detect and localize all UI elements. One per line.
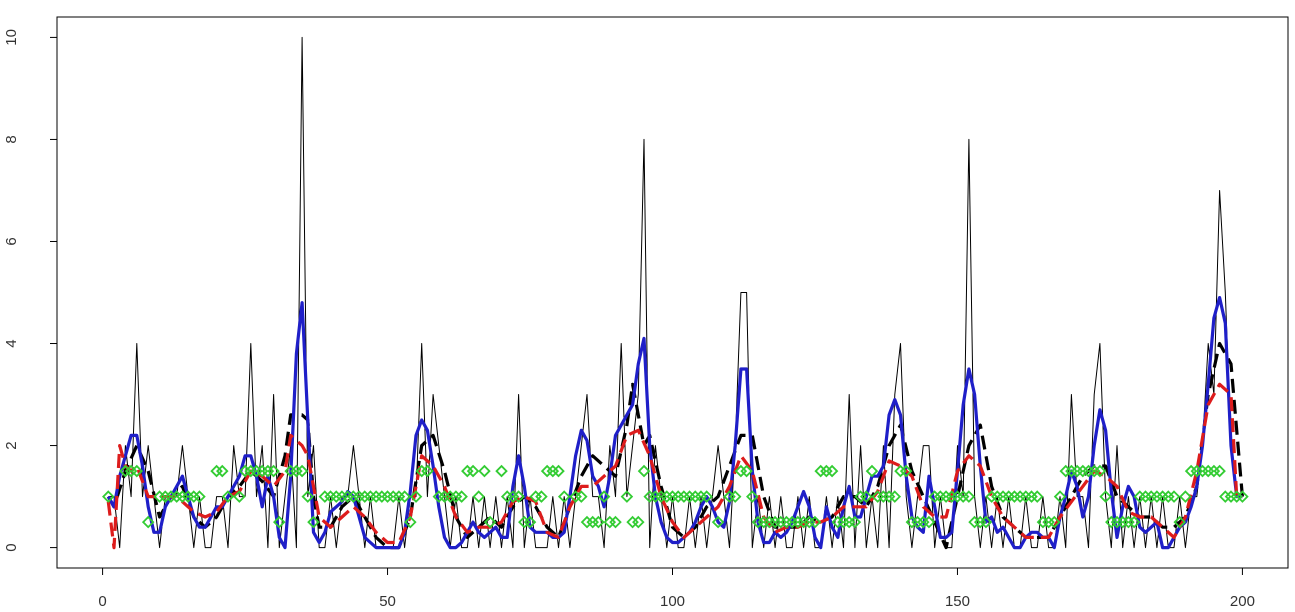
x-tick-label: 0 [98,593,106,610]
diamond-marker [899,464,913,478]
diamond-marker [523,515,537,529]
y-tick-label: 4 [3,339,20,347]
x-tick-label: 200 [1230,593,1255,610]
diamond-marker [421,464,434,478]
diamond-marker [825,464,839,478]
diamond-marker [483,515,497,529]
diamond-marker [711,515,725,529]
diamond-marker [888,490,902,503]
diamond-marker-series [102,464,1249,529]
diamond-marker [1173,515,1186,529]
diamond-marker [301,490,315,503]
diamond-marker [557,490,571,503]
series-layer [102,36,1249,550]
diamond-marker [632,515,645,529]
diamond-marker [1048,515,1061,529]
diamond-marker [1053,490,1067,503]
diamond-marker [859,490,873,503]
y-tick-label: 2 [3,441,20,449]
diamond-marker [1167,490,1181,503]
diamond-marker [592,515,605,529]
diamond-marker [746,490,759,503]
x-axis: 0 50 100 150 200 [98,567,1255,610]
diamond-marker [102,490,115,503]
diamond-marker [1179,490,1192,503]
diamond-marker [740,464,753,478]
x-tick-label: 100 [660,593,685,610]
y-tick-label: 6 [3,237,20,245]
diamond-marker [472,490,486,503]
diamond-marker [620,490,634,503]
blue-series-line [106,296,1243,550]
diamond-marker [495,464,508,478]
diamond-marker [922,515,936,529]
diamond-marker [221,490,235,503]
diamond-marker [233,490,246,503]
y-axis: 0 2 4 6 8 10 [3,29,58,552]
diamond-marker [535,490,548,503]
diamond-marker [307,515,320,529]
diamond-marker [404,515,417,529]
diamond-marker [700,490,713,503]
diamond-marker [409,490,423,503]
diamond-marker [216,464,229,478]
diamond-marker [597,490,611,503]
diamond-marker [1093,464,1107,478]
diamond-marker [609,515,622,529]
diamond-marker [1030,490,1044,503]
diamond-marker [466,464,480,478]
x-tick-label: 150 [945,593,970,610]
diamond-marker [1213,464,1226,478]
x-tick-label: 50 [379,593,396,610]
y-tick-label: 8 [3,135,20,143]
diamond-marker [1127,515,1141,529]
diamond-marker [979,515,993,529]
diamond-marker [455,490,468,503]
diamond-marker [848,515,862,529]
diamond-marker [1099,490,1112,503]
diamond-marker [637,464,651,478]
diamond-marker [295,464,309,478]
diamond-marker [728,490,742,503]
diamond-marker [512,490,525,503]
diamond-marker [398,490,411,503]
diamond-marker [865,464,879,478]
diamond-marker [130,464,144,478]
diamond-marker [141,515,155,529]
diamond-marker [267,464,280,478]
diamond-marker [962,490,976,503]
y-tick-label: 0 [3,543,20,551]
diamond-marker [575,490,588,503]
diamond-marker [808,515,822,529]
diamond-marker [193,490,206,503]
diamond-marker [552,464,565,478]
diamond-marker [1236,490,1249,503]
diamond-marker [478,464,491,478]
diamond-marker [272,515,286,529]
y-tick-label: 10 [3,29,20,46]
red-dashed-series-line [106,382,1243,550]
